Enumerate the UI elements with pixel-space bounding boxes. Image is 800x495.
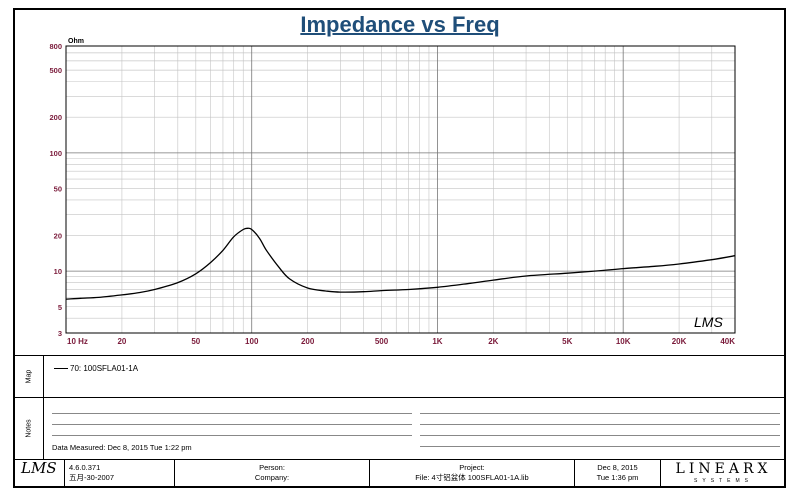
x-tick-label: 500 [375,337,389,346]
grid-minor [66,45,736,334]
x-tick-label: 50 [191,337,200,346]
x-tick-label: 10 Hz [67,337,88,346]
x-tick-label: 40K [720,337,735,346]
y-tick-label: 500 [49,66,62,75]
impedance-chart: 10 Hz 20 50 100 200 500 1K 2K 5K 10K 20K 40K 3 5 10 20… [49,38,736,346]
project-label: Project: [459,463,485,472]
footer-date: Dec 8, 2015 [597,463,638,472]
footer-day-time: Tue 1:36 pm [596,473,639,482]
x-tick-label: 20 [117,337,126,346]
map-panel-tab: Map [15,356,44,397]
divider-notes-top [13,397,786,398]
y-tick-label: 200 [49,113,62,122]
lms-logo: LMS [21,459,57,477]
footer-version-cell: 4.6.0.371 五月-30-2007 [65,460,175,486]
notes-line [420,413,780,414]
notes-panel-label: Notes [25,419,33,438]
x-tick-label: 10K [616,337,631,346]
notes-line [420,435,780,436]
notes-line [420,446,780,447]
y-axis-unit: Ohm [68,38,84,45]
legend-swatch [54,368,68,369]
notes-line [52,413,412,414]
notes-line [52,424,412,425]
software-version: 4.6.0.371 [69,463,101,472]
y-tick-label: 5 [58,303,62,312]
y-tick-labels: 3 5 10 20 50 100 200 500 800 [49,42,62,338]
series-line-impedance [65,227,736,300]
y-tick-label: 800 [49,42,62,51]
y-tick-label: 50 [54,184,62,193]
file-label: File: 4寸铝盆体 100SFLA01-1A.lib [415,473,529,482]
x-tick-label: 200 [301,337,315,346]
x-tick-label: 100 [245,337,259,346]
x-tick-label: 20K [672,337,687,346]
x-tick-label: 5K [562,337,572,346]
software-version-date: 五月-30-2007 [69,473,115,482]
data-measured-text: Data Measured: Dec 8, 2015 Tue 1:22 pm [52,443,192,452]
x-tick-labels: 10 Hz 20 50 100 200 500 1K 2K 5K 10K 20K 40K [67,337,735,346]
x-tick-label: 2K [488,337,498,346]
company-label: Company: [254,473,290,482]
divider-map-top [13,355,786,356]
y-tick-label: 10 [54,267,62,276]
linearx-logo: LINEARX [675,461,772,477]
person-label: Person: [259,463,285,472]
footer-date-cell: Dec 8, 2015 Tue 1:36 pm [575,460,661,486]
notes-line [52,435,412,436]
footer-person-cell: Person: Company: [175,460,370,486]
footer-logo-cell: LMS [13,460,65,486]
y-tick-label: 100 [49,149,62,158]
legend-entry: 70: 100SFLA01-1A [70,364,139,373]
divider-footer-top [13,459,786,460]
linearx-logo-sub: SYSTEMS [694,478,753,484]
plot-border [65,45,736,334]
map-panel-label: Map [25,369,33,384]
y-tick-label: 20 [54,232,62,241]
chart-title: Impedance vs Freq [300,12,500,37]
outer-frame [13,8,786,488]
lms-watermark: LMS [694,314,723,330]
notes-line [420,424,780,425]
notes-panel-tab: Notes [15,398,44,459]
footer-project-cell: Project: File: 4寸铝盆体 100SFLA01-1A.lib [370,460,575,486]
x-tick-label: 1K [432,337,442,346]
y-tick-label: 3 [58,329,62,338]
